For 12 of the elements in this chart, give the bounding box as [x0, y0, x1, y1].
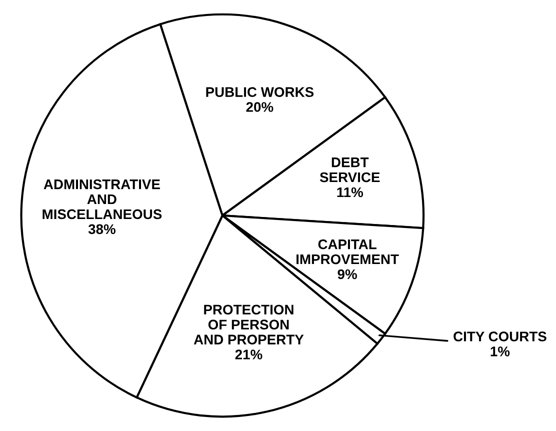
slice-label: CAPITAL IMPROVEMENT: [296, 239, 399, 264]
data-label: 38%: [88, 224, 116, 234]
data-label: 11%: [337, 187, 364, 198]
slice-label: PROTECTION OF PERSON AND PROPERTY: [194, 304, 304, 344]
slice-label: CITY COURTS: [454, 332, 546, 342]
slice-label: DEBT SERVICE: [320, 158, 380, 182]
data-label: 20%: [246, 102, 274, 112]
data-label: 21%: [235, 350, 262, 360]
slice-label: ADMINISTRATIVE AND MISCELLANEOUS: [42, 179, 162, 220]
slice-label: PUBLIC WORKS: [206, 87, 314, 97]
data-label: 1%: [490, 346, 510, 356]
data-label: 9%: [338, 269, 357, 280]
